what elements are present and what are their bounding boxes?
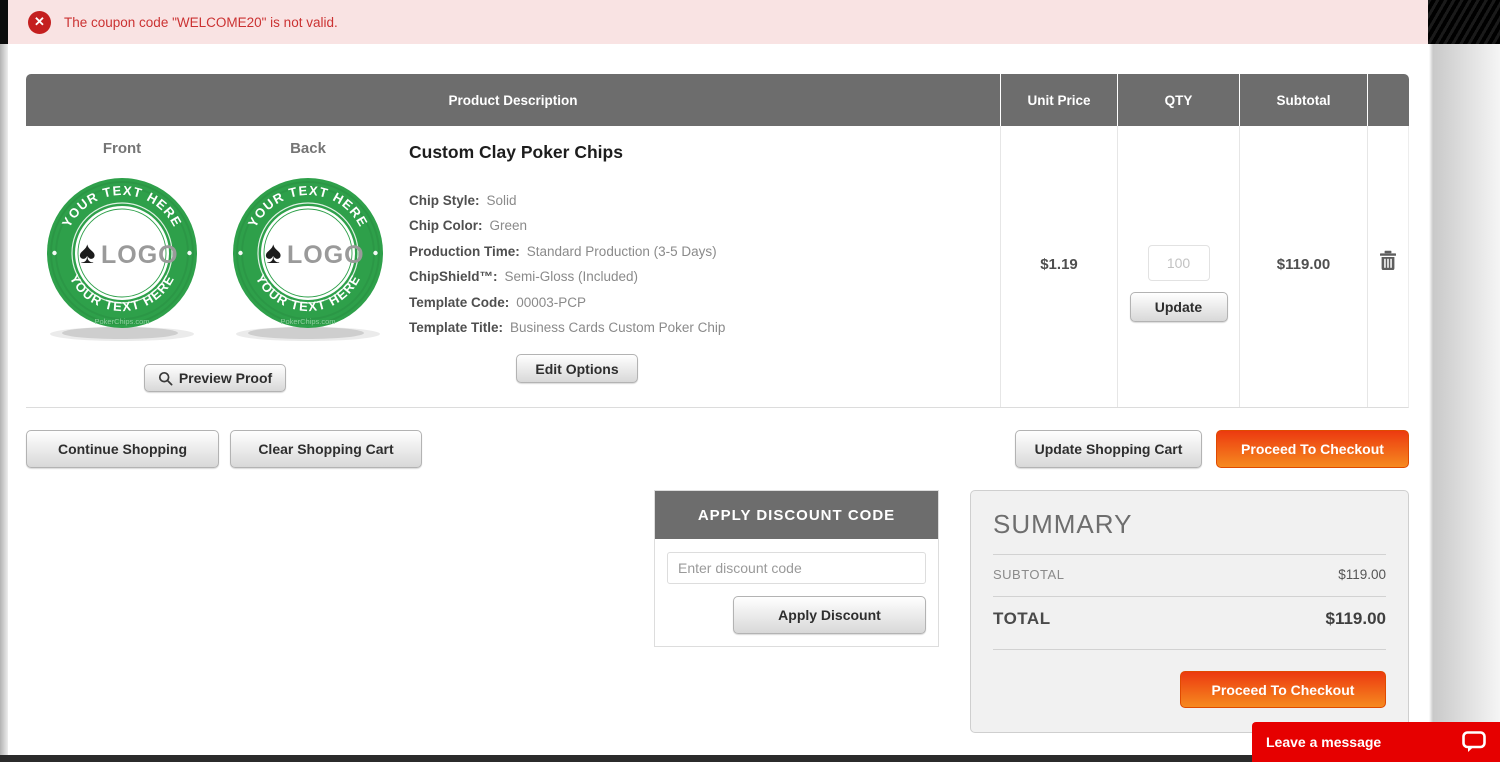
chat-bubble-icon bbox=[1462, 731, 1486, 752]
column-header-qty: QTY bbox=[1117, 74, 1239, 126]
cart-table: Product Description Unit Price QTY Subto… bbox=[26, 74, 1409, 408]
divider bbox=[993, 596, 1386, 597]
edit-options-button[interactable]: Edit Options bbox=[516, 354, 638, 384]
search-icon bbox=[158, 371, 173, 385]
chip-watermark: PokerChips.com bbox=[94, 317, 149, 326]
subtotal-value: $119.00 bbox=[1276, 256, 1331, 273]
proceed-checkout-button-summary[interactable]: Proceed To Checkout bbox=[1180, 671, 1386, 708]
column-header-subtotal: Subtotal bbox=[1239, 74, 1367, 126]
chat-label: Leave a message bbox=[1266, 734, 1382, 750]
unit-price-cell: $1.19 bbox=[1000, 126, 1117, 407]
cart-table-header: Product Description Unit Price QTY Subto… bbox=[26, 74, 1409, 126]
back-label: Back bbox=[290, 140, 326, 157]
error-close-icon[interactable]: ✕ bbox=[28, 10, 51, 34]
update-qty-button[interactable]: Update bbox=[1129, 292, 1228, 322]
discount-code-box: APPLY DISCOUNT CODE Apply Discount bbox=[654, 490, 939, 647]
summary-subtotal-label: SUBTOTAL bbox=[993, 567, 1065, 582]
divider bbox=[993, 554, 1386, 555]
column-header-product: Product Description bbox=[448, 92, 578, 108]
discount-code-input[interactable] bbox=[667, 552, 926, 584]
product-attribute: Template Title: Business Cards Custom Pok… bbox=[409, 320, 726, 336]
qty-cell: Update bbox=[1117, 126, 1239, 407]
chip-logo-text: LOGO bbox=[101, 241, 179, 269]
product-attribute: ChipShield™: Semi-Gloss (Included) bbox=[409, 269, 639, 285]
unit-price-value: $1.19 bbox=[1040, 256, 1078, 273]
column-header-actions bbox=[1367, 74, 1409, 126]
subtotal-cell: $119.00 bbox=[1239, 126, 1367, 407]
remove-cell bbox=[1367, 126, 1408, 407]
continue-shopping-button[interactable]: Continue Shopping bbox=[26, 430, 219, 468]
product-details: Custom Clay Poker Chips Chip Style: Solid… bbox=[409, 140, 989, 384]
summary-total-value: $119.00 bbox=[1325, 609, 1386, 628]
apply-discount-button[interactable]: Apply Discount bbox=[733, 596, 926, 634]
product-description-cell: Front bbox=[26, 126, 1000, 407]
chat-widget[interactable]: Leave a message bbox=[1252, 722, 1500, 762]
poker-chip-back-image: YOUR TEXT HERE YOUR TEXT HERE ♠ LOGO Pok… bbox=[233, 178, 383, 341]
preview-proof-button[interactable]: Preview Proof bbox=[144, 364, 286, 392]
background-stripes-left bbox=[0, 0, 8, 44]
page-left-edge bbox=[0, 44, 8, 762]
front-label: Front bbox=[102, 140, 142, 157]
chip-back-column: Back bbox=[226, 140, 390, 348]
order-summary: SUMMARY SUBTOTAL $119.00 TOTAL $119.00 P… bbox=[970, 490, 1409, 733]
remove-item-button[interactable] bbox=[1379, 250, 1397, 274]
summary-subtotal-value: $119.00 bbox=[1338, 567, 1386, 582]
error-message: The coupon code "WELCOME20" is not valid… bbox=[64, 14, 338, 30]
cart-item-row: Front bbox=[26, 126, 1409, 408]
trash-icon bbox=[1380, 250, 1396, 270]
footer-bar bbox=[0, 755, 1500, 762]
product-attribute: Chip Style: Solid bbox=[409, 193, 517, 208]
product-attribute: Production Time: Standard Production (3-5… bbox=[409, 243, 717, 259]
discount-box-title: APPLY DISCOUNT CODE bbox=[655, 491, 938, 539]
chip-previews: Front bbox=[40, 140, 390, 392]
product-title: Custom Clay Poker Chips bbox=[409, 142, 623, 162]
summary-total-row: TOTAL $119.00 bbox=[993, 609, 1386, 629]
chip-watermark: PokerChips.com bbox=[280, 317, 335, 326]
clear-cart-button[interactable]: Clear Shopping Cart bbox=[230, 430, 422, 468]
spade-logo-icon: ♠ bbox=[265, 235, 281, 270]
chip-logo-text: LOGO bbox=[287, 241, 365, 269]
error-banner: ✕ The coupon code "WELCOME20" is not val… bbox=[8, 0, 1428, 44]
poker-chip-front-image: YOUR TEXT HERE YOUR TEXT HERE ♠ LOGO Pok… bbox=[47, 178, 197, 341]
summary-total-label: TOTAL bbox=[993, 609, 1051, 628]
proceed-checkout-button-top[interactable]: Proceed To Checkout bbox=[1216, 430, 1409, 468]
product-attribute: Chip Color: Green bbox=[409, 218, 528, 234]
chip-front-column: Front bbox=[40, 140, 204, 348]
discount-box-body: Apply Discount bbox=[655, 539, 938, 646]
preview-proof-label: Preview Proof bbox=[178, 370, 273, 386]
x-glyph: ✕ bbox=[34, 14, 45, 29]
product-attribute: Template Code: 00003-PCP bbox=[409, 294, 587, 310]
page-right-edge bbox=[1409, 44, 1500, 755]
background-stripes-corner bbox=[1428, 0, 1500, 44]
summary-subtotal-row: SUBTOTAL $119.00 bbox=[993, 567, 1386, 582]
column-header-unit-price: Unit Price bbox=[1000, 74, 1117, 126]
spade-logo-icon: ♠ bbox=[79, 235, 95, 270]
update-cart-button[interactable]: Update Shopping Cart bbox=[1015, 430, 1202, 468]
quantity-input[interactable] bbox=[1147, 245, 1210, 281]
divider bbox=[993, 649, 1386, 650]
summary-title: SUMMARY bbox=[993, 509, 1133, 539]
